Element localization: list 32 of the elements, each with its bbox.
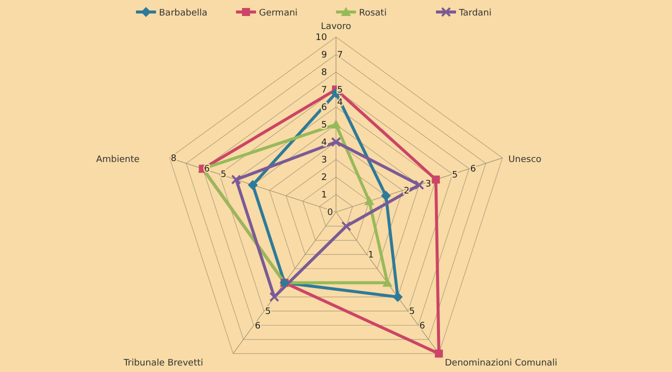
y-tick-label: 5: [321, 120, 327, 130]
text: 5: [452, 170, 458, 181]
spoke-label: Denominazioni Comunali: [444, 358, 558, 369]
text: 6: [254, 321, 261, 332]
text: 5: [409, 307, 415, 318]
y-tick-label: 1: [321, 190, 327, 200]
text: 6: [470, 164, 476, 175]
legend-label: Rosati: [359, 8, 387, 18]
text: 5: [220, 170, 226, 180]
text: 5: [337, 86, 343, 96]
y-tick-label: 4: [321, 138, 328, 148]
spoke-label: Tribunale Brevetti: [122, 358, 204, 369]
text: 7: [337, 50, 343, 60]
text: 5: [265, 307, 271, 318]
spoke-label: Ambiente: [96, 154, 140, 165]
legend-label: Germani: [259, 8, 298, 18]
spoke-label: Unesco: [508, 154, 542, 165]
y-tick-label: 8: [321, 68, 328, 78]
text: 8: [170, 154, 177, 164]
text: 1: [368, 250, 374, 260]
y-tick-label: 10: [316, 33, 328, 43]
y-tick-label: 3: [321, 156, 327, 166]
y-tick-label: 0: [327, 208, 334, 218]
text: 3: [425, 179, 432, 190]
legend-label: Tardani: [458, 8, 492, 18]
text: 6: [204, 164, 210, 175]
y-tick-label: 7: [321, 86, 327, 96]
text: 6: [419, 321, 426, 332]
y-tick-label: 2: [321, 173, 327, 183]
y-tick-label: 9: [321, 50, 328, 60]
legend-label: Barbabella: [159, 8, 208, 18]
spoke-label: Lavoro: [320, 22, 352, 32]
